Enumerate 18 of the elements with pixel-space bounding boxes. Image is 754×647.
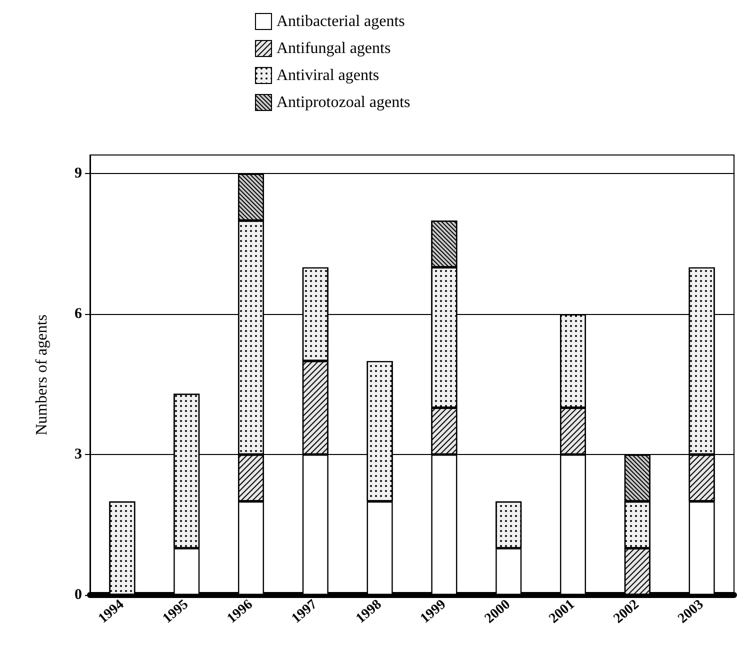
legend-label: Antifungal agents <box>276 40 391 57</box>
y-tick-label: 0 <box>74 587 82 603</box>
legend-label: Antibacterial agents <box>276 13 405 30</box>
legend-label: Antiviral agents <box>276 67 380 84</box>
x-tick-label: 1998 <box>354 597 385 627</box>
x-tick-label: 2003 <box>676 597 707 627</box>
x-tick-label: 1996 <box>224 597 256 627</box>
x-tick-label: 2002 <box>611 597 642 627</box>
legend-label: Antiprotozoal agents <box>276 94 410 111</box>
x-tick-label: 2001 <box>546 597 578 627</box>
y-tick-label: 3 <box>74 446 82 463</box>
y-tick-label: 9 <box>74 166 82 182</box>
x-tick-label: 2000 <box>482 597 514 627</box>
y-axis-title: Numbers of agents <box>34 314 50 436</box>
x-tick-label: 1995 <box>160 597 192 627</box>
x-tick-label: 1999 <box>418 597 450 627</box>
x-tick-label: 1994 <box>96 597 128 627</box>
y-tick-label: 6 <box>74 306 82 322</box>
